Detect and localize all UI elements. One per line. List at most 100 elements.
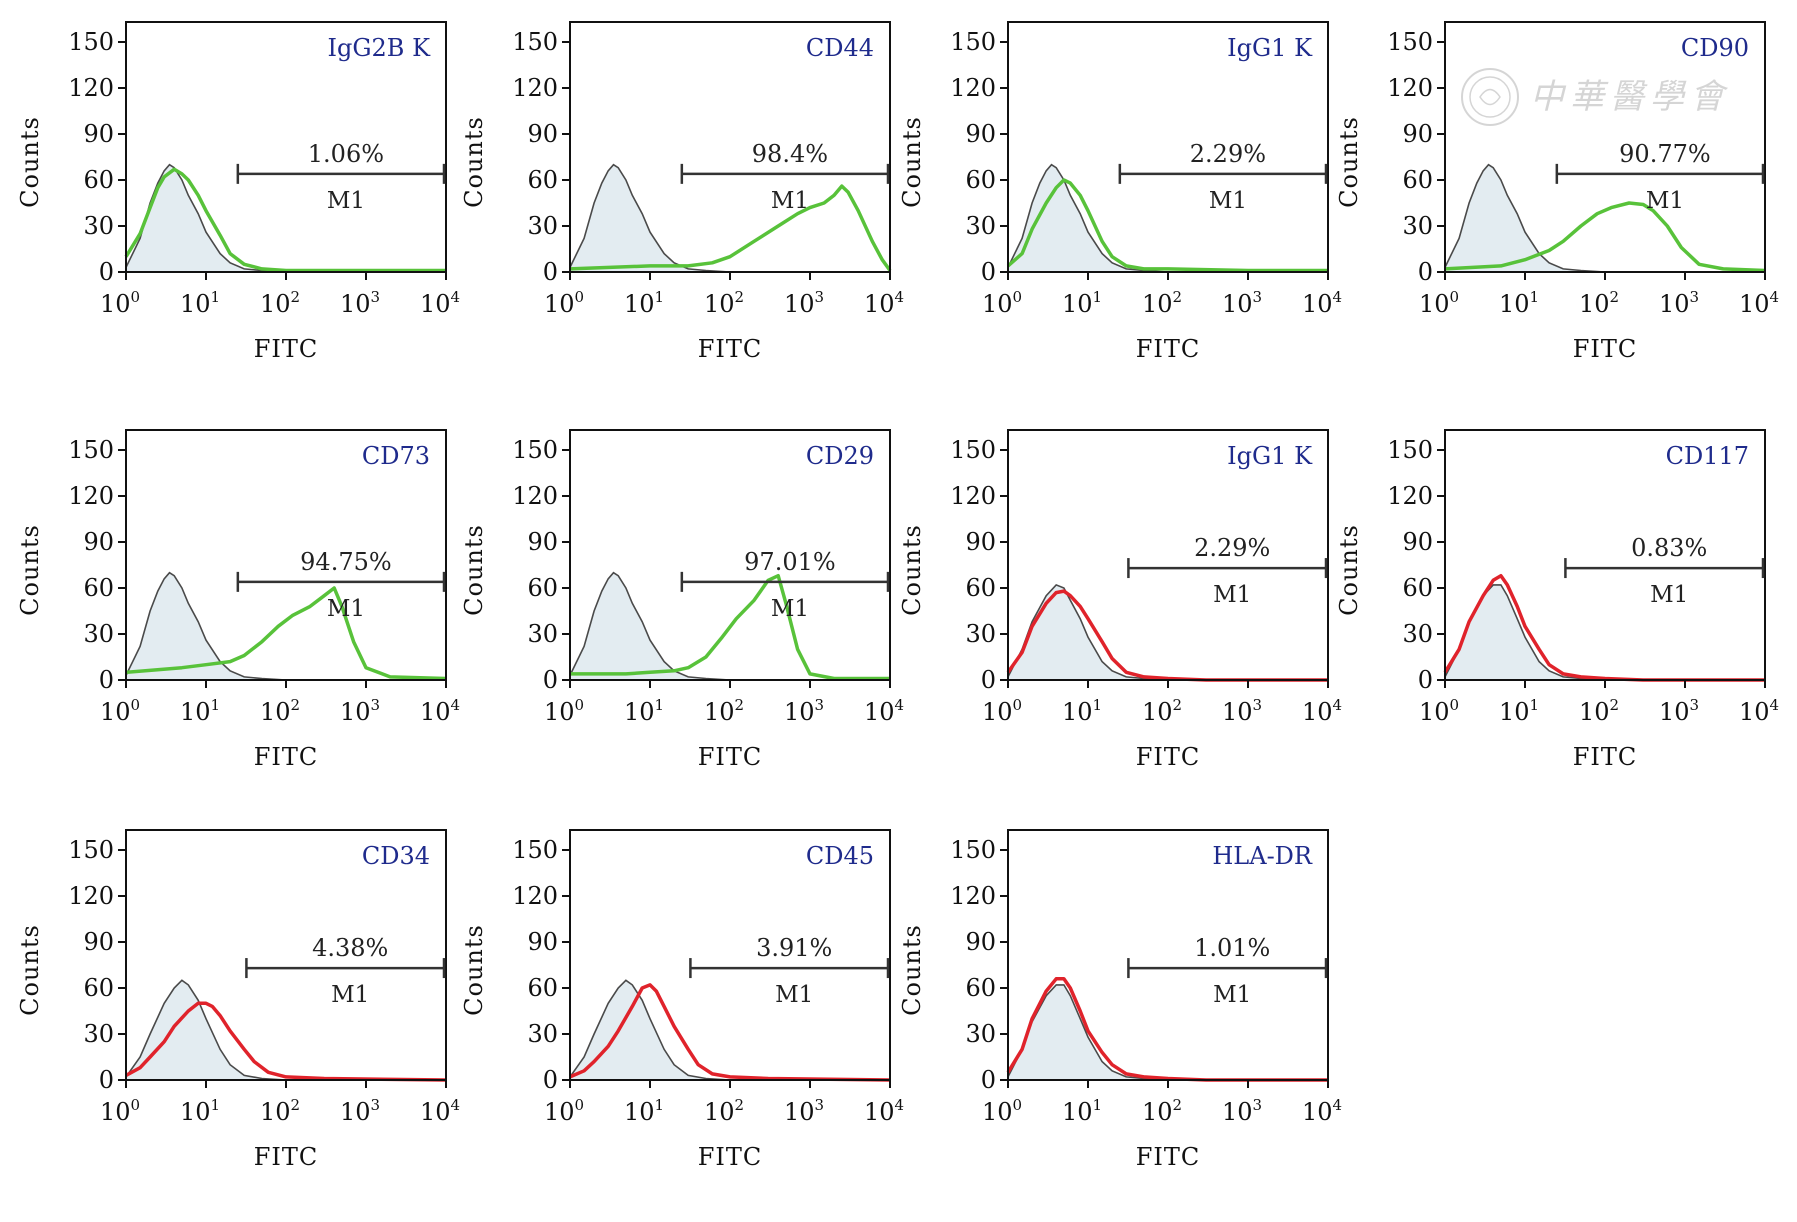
x-tick-label: 104 <box>1302 1096 1342 1126</box>
marker-line <box>124 167 446 273</box>
x-tick-label: 103 <box>340 696 380 726</box>
isotype-line <box>569 571 890 681</box>
y-tick-label: 150 <box>68 436 114 464</box>
isotype-area <box>126 164 446 272</box>
y-tick-label: 90 <box>1402 120 1433 148</box>
histogram-panel: 0 30 60 90 120 150 100 101 102 103 104 FITC Counts Ig… <box>898 429 1342 771</box>
marker-line <box>125 1001 447 1082</box>
gate-percent-label: 98.4% <box>752 140 828 168</box>
isotype-line <box>1007 163 1328 273</box>
x-tick-label: 104 <box>1302 288 1342 318</box>
panel-title: CD90 <box>1681 34 1749 62</box>
x-tick-label: 100 <box>100 696 140 726</box>
x-tick-label: 100 <box>544 288 584 318</box>
isotype-area <box>126 980 446 1080</box>
x-tick-label: 101 <box>180 696 220 726</box>
x-axis-title: FITC <box>254 1143 319 1171</box>
y-tick-label: 60 <box>83 166 114 194</box>
panel-title: IgG1 K <box>1227 34 1313 62</box>
panel-title: CD117 <box>1666 442 1749 470</box>
y-tick-label: 90 <box>83 120 114 148</box>
x-tick-label: 100 <box>982 288 1022 318</box>
gate-name-label: M1 <box>1650 582 1688 608</box>
x-tick-label: 100 <box>100 1096 140 1126</box>
x-tick-label: 101 <box>180 288 220 318</box>
histogram-panel: 0 30 60 90 120 150 100 101 102 103 104 FITC Counts CD… <box>16 429 460 771</box>
y-tick-label: 120 <box>512 74 558 102</box>
x-tick-label: 100 <box>982 1096 1022 1126</box>
x-tick-label: 103 <box>340 1096 380 1126</box>
y-tick-label: 150 <box>1387 28 1433 56</box>
y-axis-title: Counts <box>460 116 488 208</box>
y-tick-label: 90 <box>965 928 996 956</box>
gate-name-label: M1 <box>331 982 369 1008</box>
x-tick-label: 102 <box>1142 1096 1182 1126</box>
histogram-panel: 0 30 60 90 120 150 100 101 102 103 104 FITC Counts CD… <box>1335 21 1779 363</box>
y-tick-label: 30 <box>527 212 558 240</box>
x-axis-title: FITC <box>698 1143 763 1171</box>
x-tick-label: 101 <box>624 288 664 318</box>
x-tick-label: 103 <box>784 1096 824 1126</box>
x-tick-label: 104 <box>420 696 460 726</box>
y-tick-label: 120 <box>68 482 114 510</box>
x-tick-label: 102 <box>704 288 744 318</box>
marker-line <box>570 573 890 681</box>
y-tick-label: 0 <box>981 1066 996 1094</box>
gate-percent-label: 2.29% <box>1194 534 1270 562</box>
isotype-area <box>570 572 890 680</box>
y-tick-label: 150 <box>1387 436 1433 464</box>
marker-line <box>569 983 891 1082</box>
gate-percent-label: 94.75% <box>300 548 392 576</box>
y-tick-label: 0 <box>981 258 996 286</box>
y-tick-label: 30 <box>83 1020 114 1048</box>
y-tick-label: 120 <box>950 74 996 102</box>
y-axis-title: Counts <box>898 116 926 208</box>
gate-percent-label: 97.01% <box>744 548 836 576</box>
y-tick-label: 150 <box>950 836 996 864</box>
panel-title: HLA-DR <box>1212 842 1313 870</box>
y-tick-label: 120 <box>950 882 996 910</box>
y-axis-title: Counts <box>16 116 44 208</box>
x-axis-title: FITC <box>1573 743 1638 771</box>
y-tick-label: 60 <box>965 166 996 194</box>
watermark-text: 中華醫學會 <box>1530 77 1730 117</box>
isotype-line <box>125 571 446 681</box>
histogram-panel: 0 30 60 90 120 150 100 101 102 103 104 FITC Counts HL… <box>898 829 1342 1171</box>
x-tick-label: 104 <box>1739 288 1779 318</box>
gate-name-label: M1 <box>1213 582 1251 608</box>
x-axis-title: FITC <box>1136 743 1201 771</box>
y-tick-label: 120 <box>68 882 114 910</box>
x-axis-title: FITC <box>1573 335 1638 363</box>
x-tick-label: 100 <box>100 288 140 318</box>
panel-title: IgG1 K <box>1227 442 1313 470</box>
gate-name-label: M1 <box>775 982 813 1008</box>
isotype-area <box>1008 584 1328 680</box>
y-tick-label: 30 <box>1402 620 1433 648</box>
isotype-area <box>570 980 890 1080</box>
panel-title: CD34 <box>362 842 430 870</box>
y-tick-label: 120 <box>512 882 558 910</box>
x-axis-title: FITC <box>254 743 319 771</box>
isotype-area <box>1445 584 1765 680</box>
y-tick-label: 90 <box>1402 528 1433 556</box>
x-tick-label: 103 <box>1222 288 1262 318</box>
y-tick-label: 0 <box>543 666 558 694</box>
y-tick-label: 90 <box>527 928 558 956</box>
x-tick-label: 102 <box>1142 696 1182 726</box>
y-tick-label: 30 <box>83 212 114 240</box>
y-tick-label: 150 <box>68 836 114 864</box>
gate-name-label: M1 <box>1646 188 1684 214</box>
y-tick-label: 0 <box>99 258 114 286</box>
y-tick-label: 0 <box>1418 258 1433 286</box>
x-tick-label: 103 <box>1222 696 1262 726</box>
y-tick-label: 150 <box>512 436 558 464</box>
y-tick-label: 60 <box>965 974 996 1002</box>
histogram-panel: 0 30 60 90 120 150 100 101 102 103 104 FITC Counts CD… <box>460 21 904 363</box>
x-tick-label: 104 <box>864 696 904 726</box>
marker-line <box>1006 977 1328 1082</box>
isotype-line <box>569 979 890 1081</box>
x-tick-label: 103 <box>784 696 824 726</box>
x-tick-label: 101 <box>1499 696 1539 726</box>
x-tick-label: 103 <box>340 288 380 318</box>
x-tick-label: 101 <box>1062 1096 1102 1126</box>
